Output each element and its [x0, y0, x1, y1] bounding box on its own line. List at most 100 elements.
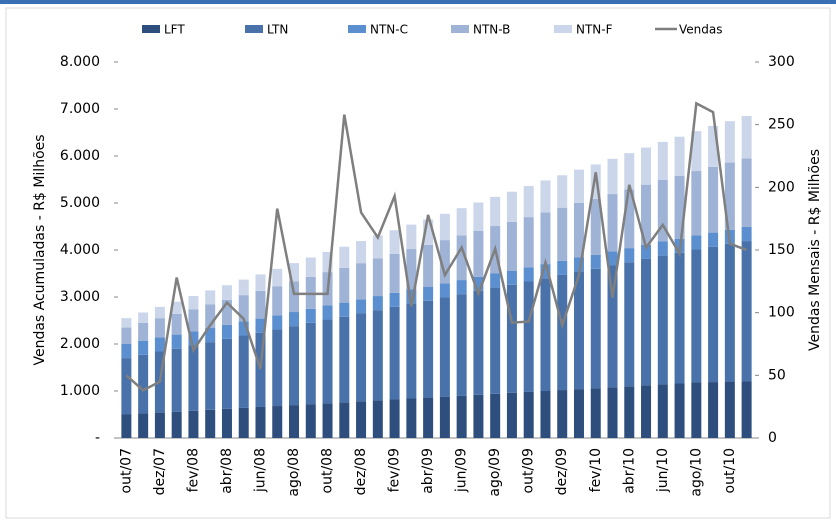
- bar-segment: [607, 158, 618, 195]
- bar-segment: [138, 322, 149, 341]
- y-tick-label: 1.000: [60, 383, 100, 399]
- bar-segment: [557, 207, 568, 261]
- bar-segment: [657, 384, 668, 438]
- x-tick-label: out/09: [521, 448, 537, 493]
- bar-segment: [221, 299, 232, 325]
- bar-segment: [272, 329, 283, 407]
- bar-segment: [490, 273, 501, 288]
- bar-segment: [557, 260, 568, 275]
- y-tick-label: -: [95, 430, 100, 446]
- bar-segment: [691, 131, 702, 172]
- bar-segment: [674, 136, 685, 176]
- legend-swatch: [451, 25, 469, 33]
- bar-segment: [255, 290, 266, 319]
- bar-segment: [154, 412, 165, 438]
- legend-label: NTN-F: [576, 23, 613, 37]
- bar-segment: [238, 407, 249, 438]
- bar-segment: [641, 184, 652, 245]
- bar-segment: [557, 274, 568, 391]
- x-tick-label: dez/09: [554, 448, 570, 495]
- bar-segment: [121, 318, 132, 328]
- bar-segment: [741, 381, 752, 438]
- bar-segment: [607, 265, 618, 388]
- bar-segment: [238, 295, 249, 322]
- x-tick-label: out/08: [320, 448, 336, 493]
- legend-swatch: [142, 25, 160, 33]
- bar-segment: [741, 226, 752, 242]
- bar-segment: [473, 230, 484, 277]
- bar-segment: [708, 232, 719, 247]
- bar-segment: [506, 191, 517, 222]
- bar-segment: [188, 296, 199, 310]
- bar-segment: [741, 158, 752, 227]
- bar-segment: [221, 324, 232, 339]
- bar-segment: [171, 313, 182, 335]
- bar-segment: [607, 387, 618, 438]
- y-tick-label: 3.000: [60, 289, 100, 305]
- x-tick-label: abr/09: [420, 448, 436, 494]
- bar-segment: [305, 404, 316, 438]
- x-tick-label: jun/08: [252, 448, 268, 493]
- bar-segment: [523, 267, 534, 282]
- bar-segment: [523, 281, 534, 392]
- y2-tick-label: 50: [768, 367, 786, 383]
- legend-swatch: [348, 25, 366, 33]
- bar-segment: [590, 254, 601, 269]
- bar-segment: [708, 166, 719, 233]
- bar-segment: [205, 328, 216, 343]
- bar-segment: [289, 281, 300, 313]
- bar-segment: [255, 274, 266, 291]
- bar-segment: [657, 141, 668, 180]
- bar-segment: [473, 290, 484, 395]
- bar-segment: [154, 318, 165, 338]
- bar-segment: [154, 337, 165, 352]
- bar-segment: [590, 268, 601, 389]
- bar-segment: [607, 251, 618, 266]
- bar-segment: [372, 296, 383, 311]
- bar-segment: [305, 322, 316, 405]
- bar-segment: [691, 235, 702, 250]
- bar-segment: [724, 162, 735, 230]
- bar-segment: [708, 125, 719, 167]
- bar-segment: [708, 246, 719, 383]
- bar-segment: [573, 389, 584, 438]
- bar-segment: [573, 271, 584, 390]
- bar-segment: [557, 175, 568, 208]
- bar-segment: [674, 252, 685, 384]
- bar-segment: [322, 305, 333, 320]
- bar-segment: [322, 319, 333, 404]
- bar-segment: [523, 186, 534, 218]
- bar-segment: [439, 213, 450, 241]
- bar-segment: [238, 335, 249, 408]
- bar-segment: [238, 321, 249, 336]
- bar-segment: [339, 267, 350, 303]
- bar-segment: [138, 413, 149, 438]
- bar-segment: [221, 408, 232, 438]
- bar-segment: [205, 304, 216, 329]
- legend-label: LTN: [267, 23, 288, 37]
- bar-segment: [624, 262, 635, 387]
- bar-segment: [490, 287, 501, 394]
- bar-segment: [372, 400, 383, 438]
- bar-segment: [238, 279, 249, 296]
- bar-segment: [423, 397, 434, 438]
- bar-segment: [490, 393, 501, 438]
- bar-segment: [557, 390, 568, 438]
- bar-segment: [540, 212, 551, 265]
- bar-segment: [289, 326, 300, 406]
- bar-segment: [171, 334, 182, 349]
- bar-segment: [255, 318, 266, 333]
- bar-segment: [456, 208, 467, 236]
- bar-segment: [289, 263, 300, 282]
- bar-segment: [590, 388, 601, 438]
- y2-tick-label: 150: [768, 242, 795, 258]
- bar-segment: [540, 391, 551, 438]
- bar-segment: [423, 286, 434, 301]
- bar-segment: [171, 301, 182, 314]
- bar-segment: [339, 402, 350, 438]
- bar-segment: [221, 285, 232, 300]
- bar-segment: [372, 310, 383, 401]
- bar-segment: [389, 230, 400, 254]
- x-tick-label: abr/08: [219, 448, 235, 494]
